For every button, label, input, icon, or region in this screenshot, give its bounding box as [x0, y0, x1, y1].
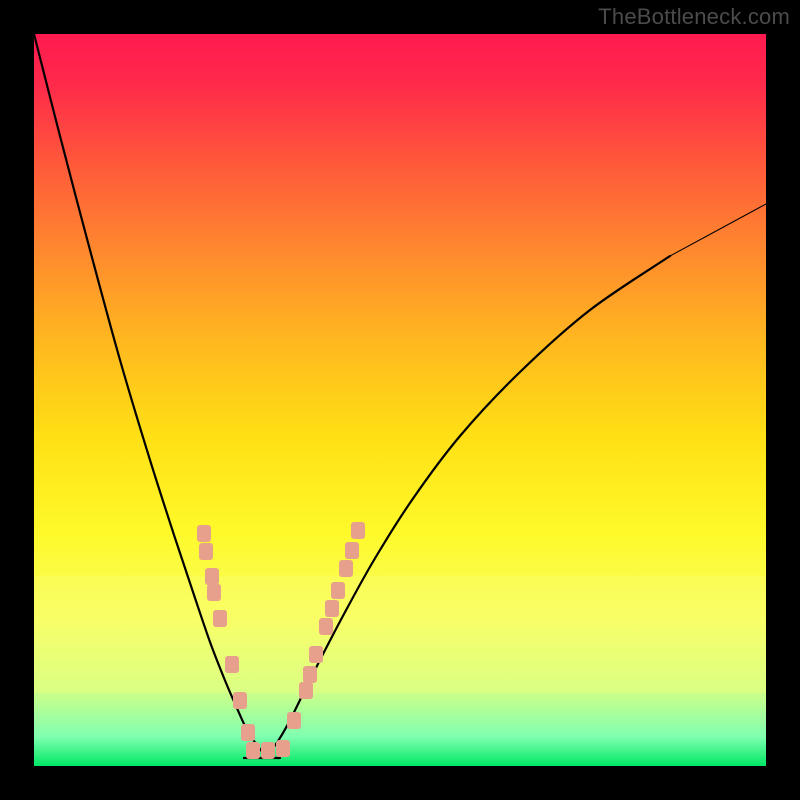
data-marker [351, 522, 365, 539]
data-marker [287, 712, 301, 729]
data-marker [309, 646, 323, 663]
watermark-text: TheBottleneck.com [598, 4, 790, 30]
data-marker [261, 742, 275, 759]
data-marker [205, 568, 219, 585]
bottleneck-curve [0, 0, 800, 800]
data-marker [241, 724, 255, 741]
data-marker [276, 740, 290, 757]
data-marker [339, 560, 353, 577]
curve-right-branch-thin [670, 204, 766, 256]
data-marker [213, 610, 227, 627]
data-marker [345, 542, 359, 559]
data-marker [246, 742, 260, 759]
data-marker [199, 543, 213, 560]
data-marker [225, 656, 239, 673]
data-marker [233, 692, 247, 709]
data-marker [325, 600, 339, 617]
data-marker [207, 584, 221, 601]
data-marker [299, 682, 313, 699]
data-marker [331, 582, 345, 599]
data-marker [197, 525, 211, 542]
curve-left-branch [34, 34, 266, 756]
data-marker [303, 666, 317, 683]
data-marker [319, 618, 333, 635]
curve-right-branch-thick [266, 256, 670, 756]
